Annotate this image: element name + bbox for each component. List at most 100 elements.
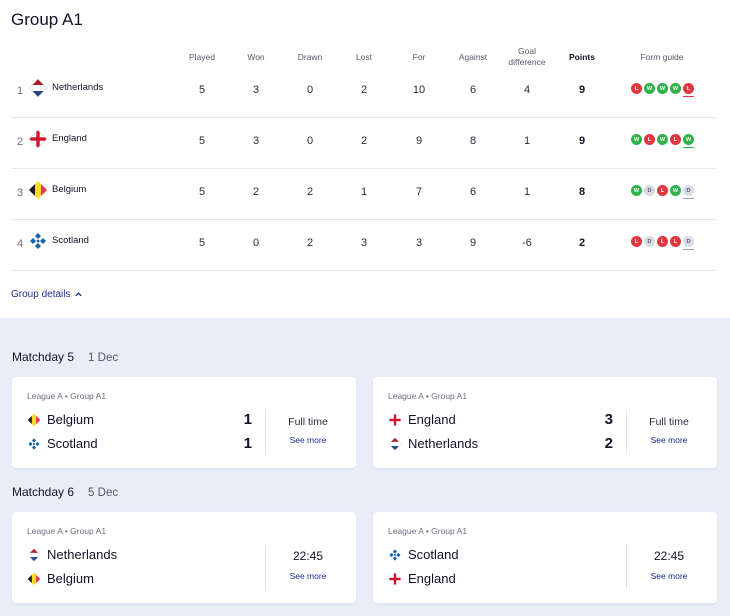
row-position: 2	[17, 136, 24, 148]
matchday-header: Matchday 5 1 Dec	[12, 350, 118, 364]
row-goal-difference: 1	[523, 186, 531, 198]
row-team-name[interactable]: England	[52, 133, 87, 144]
form-badge-latest: D	[683, 185, 694, 199]
match-card[interactable]: League A • Group A1 Scotland England 22:…	[373, 512, 717, 603]
header-gd-line1: Goal	[518, 46, 536, 56]
row-against: 9	[469, 237, 477, 249]
match-status: Full time	[288, 416, 328, 428]
row-points: 9	[578, 135, 586, 147]
row-form-guide: W D L W D	[631, 185, 694, 199]
row-won: 3	[252, 135, 260, 147]
row-form-guide: L W W W L	[631, 83, 694, 97]
form-badge: W	[644, 83, 655, 94]
standings-row-belgium[interactable]: 3 Belgium 5 2 2 1 7 6 1 8 W D L W D	[11, 169, 716, 220]
row-points: 8	[578, 186, 586, 198]
row-drawn: 0	[306, 84, 314, 96]
row-lost: 1	[360, 186, 368, 198]
header-played: Played	[189, 52, 215, 62]
match-league: League A • Group A1	[388, 391, 468, 401]
form-badge: L	[657, 185, 668, 196]
form-badge: W	[670, 83, 681, 94]
england-flag-icon	[389, 413, 401, 426]
chevron-up-icon[interactable]	[74, 290, 83, 299]
netherlands-flag-icon	[28, 78, 48, 98]
match-card[interactable]: League A • Group A1 Netherlands Belgium …	[12, 512, 356, 603]
belgium-flag-icon	[27, 413, 41, 426]
netherlands-flag-icon	[388, 436, 402, 451]
card-divider	[626, 545, 627, 589]
form-badge: W	[631, 134, 642, 145]
match-league: League A • Group A1	[27, 391, 107, 401]
home-team-name: England	[408, 412, 456, 427]
home-team-name: Netherlands	[47, 547, 118, 562]
form-badge-latest: D	[683, 236, 694, 250]
row-goal-difference: 1	[523, 135, 531, 147]
header-won: Won	[247, 52, 265, 62]
see-more-link[interactable]: See more	[289, 571, 327, 581]
matchday-date: 5 Dec	[88, 487, 119, 499]
standings-row-scotland[interactable]: 4 Scotland 5 0 2 3 3 9 -6 2 L D L L D	[11, 220, 716, 271]
row-team-name[interactable]: Netherlands	[52, 82, 104, 93]
standings-row-england[interactable]: 2 England 5 3 0 2 9 8 1 9 W L W L W	[11, 118, 716, 169]
form-badge: L	[644, 134, 655, 145]
away-team: England	[388, 571, 456, 586]
card-divider	[265, 410, 266, 454]
belgium-flag-icon	[29, 181, 47, 199]
home-score: 3	[604, 411, 613, 428]
form-badge: L	[631, 83, 642, 94]
form-badge: L	[631, 236, 642, 247]
form-badge: L	[670, 236, 681, 247]
match-status: Full time	[649, 416, 689, 428]
see-more-link[interactable]: See more	[650, 571, 688, 581]
row-team-name[interactable]: Belgium	[52, 184, 87, 195]
match-card[interactable]: League A • Group A1 England Netherlands …	[373, 377, 717, 468]
see-more-link[interactable]: See more	[289, 435, 327, 445]
row-form-guide: W L W L W	[631, 134, 694, 148]
header-drawn: Drawn	[297, 52, 323, 62]
group-details-label[interactable]: Group details	[11, 289, 71, 300]
form-badge: W	[657, 83, 668, 94]
home-team: Netherlands	[27, 547, 117, 562]
form-badge: L	[670, 134, 681, 145]
row-points: 2	[578, 237, 586, 249]
row-goal-difference: -6	[522, 237, 532, 249]
away-team-name: England	[408, 571, 456, 586]
row-won: 2	[252, 186, 260, 198]
form-badge-latest: L	[683, 83, 694, 97]
header-gd-line2: difference	[508, 57, 546, 67]
standings-section: Group A1 Played Won Drawn Lost For Again…	[11, 10, 716, 300]
row-team-name[interactable]: Scotland	[52, 235, 89, 246]
row-drawn: 0	[306, 135, 314, 147]
row-for: 10	[412, 84, 426, 96]
match-kickoff-time: 22:45	[292, 549, 324, 563]
row-against: 8	[469, 135, 477, 147]
away-score: 1	[243, 435, 252, 452]
row-played: 5	[198, 135, 206, 147]
row-lost: 3	[360, 237, 368, 249]
row-lost: 2	[360, 84, 368, 96]
away-team-name: Scotland	[47, 436, 98, 451]
header-lost: Lost	[355, 52, 373, 62]
away-team: Belgium	[27, 571, 94, 586]
match-card[interactable]: League A • Group A1 Belgium Scotland 1 1…	[12, 377, 356, 468]
group-details-toggle[interactable]: Group details	[11, 289, 83, 300]
header-for: For	[412, 52, 426, 62]
away-team: Netherlands	[388, 436, 478, 451]
away-team-name: Belgium	[47, 571, 94, 586]
row-position: 3	[17, 187, 24, 199]
row-played: 5	[198, 186, 206, 198]
card-divider	[626, 410, 627, 454]
form-badge: D	[644, 236, 655, 247]
form-badge-latest: W	[683, 134, 694, 148]
matchday-date: 1 Dec	[88, 352, 119, 364]
row-for: 9	[415, 135, 423, 147]
home-team: Scotland	[388, 547, 459, 562]
home-team: Belgium	[27, 412, 94, 427]
row-goal-difference: 4	[523, 84, 531, 96]
away-team: Scotland	[27, 436, 98, 451]
header-points: Points	[569, 52, 595, 62]
form-badge: L	[657, 236, 668, 247]
see-more-link[interactable]: See more	[650, 435, 688, 445]
standings-row-netherlands[interactable]: 1 Netherlands 5 3 0 2 10 6 4 9 L W W W L	[11, 67, 716, 118]
row-against: 6	[469, 186, 477, 198]
